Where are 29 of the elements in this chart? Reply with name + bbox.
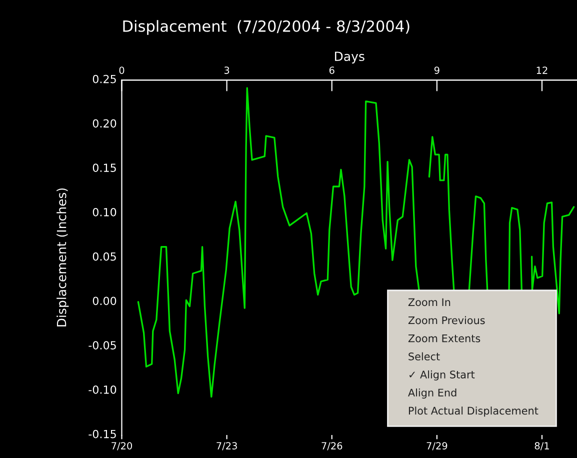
y-tick-label: 0.00 (92, 296, 116, 306)
x-tick-label: 7/29 (426, 442, 448, 450)
x2-tick-label: 9 (434, 66, 440, 74)
y-tick-label: 0.15 (92, 164, 116, 172)
chart-title: Displacement (7/20/2004 - 8/3/2004) (123, 20, 410, 35)
x-tick-label: 8/1 (534, 442, 549, 450)
annotation: Zoom In (408, 298, 450, 306)
y-axis-title: Displacement (Inches) (56, 188, 69, 326)
y-tick-label: 0.05 (92, 252, 116, 261)
x2-tick-label: 6 (329, 66, 334, 74)
x2-tick-label: 3 (224, 66, 230, 74)
y-tick-label: -0.15 (88, 430, 116, 438)
x-tick-label: 7/23 (216, 442, 237, 450)
x2-tick-label: 0 (119, 66, 124, 74)
y-tick-label: 0.10 (92, 208, 116, 216)
y-tick-label: -0.10 (88, 385, 116, 394)
annotation: Plot Actual Displacement (408, 406, 538, 417)
annotation: Zoom Previous (408, 316, 485, 324)
x2-axis-title: Days (335, 52, 364, 64)
x2-tick-label: 12 (536, 66, 548, 74)
x-tick-label: 7/20 (112, 442, 132, 450)
y-tick-label: 0.25 (92, 74, 116, 84)
annotation: Zoom Extents (408, 334, 480, 342)
y-tick-label: -0.05 (88, 341, 116, 350)
annotation: Align End (408, 388, 456, 399)
x-tick-label: 7/26 (322, 442, 342, 450)
annotation: Select (408, 352, 440, 360)
annotation: ✓ Align Start (410, 370, 475, 380)
y-tick-label: 0.20 (92, 119, 116, 128)
